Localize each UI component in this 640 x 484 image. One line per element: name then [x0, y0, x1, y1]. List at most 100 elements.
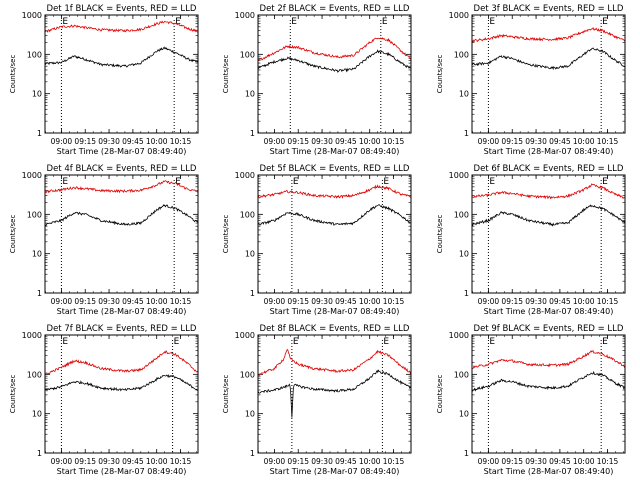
y-tick-label: 100 [27, 50, 42, 59]
y-tick-label: 10 [32, 410, 42, 419]
event-marker-label: E [489, 17, 495, 27]
x-tick-label: 09:15 [74, 297, 96, 306]
plot-frame [257, 174, 412, 294]
x-tick-label: 10:15 [170, 297, 192, 306]
x-tick-label: 09:30 [98, 457, 120, 466]
plot-frame [257, 14, 412, 134]
chart-title: Det 4f BLACK = Events, RED = LLD [47, 164, 197, 174]
lld-series-line [471, 183, 626, 200]
y-axis-label: Counts/sec [436, 215, 444, 254]
x-tick-label: 10:15 [170, 137, 192, 146]
x-tick-label: 09:30 [98, 297, 120, 306]
y-axis-label: Counts/sec [222, 215, 230, 254]
y-tick-label: 1 [464, 129, 469, 138]
x-tick-label: 09:15 [501, 457, 523, 466]
event-marker-label: E [291, 17, 297, 27]
chart-title: Det 6f BLACK = Events, RED = LLD [474, 164, 624, 174]
y-tick-label: 1000 [449, 331, 469, 340]
y-tick-label: 10 [32, 90, 42, 99]
x-tick-label: 10:15 [383, 137, 405, 146]
chart-panel-9: Det 9f BLACK = Events, RED = LLD Counts/s… [436, 324, 626, 476]
events-series-line [257, 369, 412, 418]
y-axis-label: Counts/sec [222, 55, 230, 94]
chart-panel-5: Det 5f BLACK = Events, RED = LLD Counts/s… [222, 164, 412, 316]
x-tick-label: 09:30 [311, 137, 333, 146]
x-tick-label: 10:15 [383, 457, 405, 466]
x-axis-label: Start Time (28-Mar-07 08:49:40) [484, 147, 614, 156]
y-tick-label: 1 [250, 449, 255, 458]
x-tick-label: 09:45 [335, 137, 357, 146]
events-series-line [471, 204, 626, 227]
chart-title: Det 3f BLACK = Events, RED = LLD [474, 4, 624, 14]
plot-frame [471, 174, 626, 294]
y-tick-label: 1 [37, 449, 42, 458]
y-tick-label: 100 [27, 370, 42, 379]
chart-title: Det 8f BLACK = Events, RED = LLD [260, 324, 410, 334]
event-marker-label: E [175, 177, 181, 187]
x-tick-label: 10:00 [359, 457, 381, 466]
y-axis-label: Counts/sec [436, 55, 444, 94]
y-tick-label: 1000 [235, 11, 255, 20]
x-tick-label: 09:45 [122, 137, 144, 146]
y-tick-label: 1 [464, 289, 469, 298]
x-tick-label: 09:00 [478, 457, 500, 466]
x-tick-label: 09:45 [549, 297, 571, 306]
y-tick-label: 100 [27, 210, 42, 219]
x-tick-label: 09:45 [122, 297, 144, 306]
x-tick-label: 10:00 [573, 297, 595, 306]
y-tick-label: 1 [37, 129, 42, 138]
event-marker-label: E [383, 337, 389, 347]
x-tick-label: 09:30 [98, 137, 120, 146]
x-tick-label: 09:15 [287, 457, 309, 466]
x-tick-label: 10:15 [597, 457, 619, 466]
event-marker-label: E [175, 17, 181, 27]
y-tick-label: 1 [250, 289, 255, 298]
x-tick-label: 10:15 [597, 297, 619, 306]
event-marker-label: E [293, 177, 299, 187]
x-tick-label: 10:15 [383, 297, 405, 306]
x-tick-label: 09:00 [51, 297, 73, 306]
y-tick-label: 100 [240, 370, 255, 379]
x-axis-label: Start Time (28-Mar-07 08:49:40) [270, 147, 400, 156]
x-axis-label: Start Time (28-Mar-07 08:49:40) [57, 147, 187, 156]
lld-series-line [257, 37, 412, 61]
x-tick-label: 09:30 [525, 457, 547, 466]
y-tick-label: 1000 [449, 171, 469, 180]
x-tick-label: 09:45 [122, 457, 144, 466]
y-tick-label: 100 [454, 50, 469, 59]
x-tick-label: 09:15 [74, 457, 96, 466]
event-marker-label: E [489, 337, 495, 347]
x-tick-label: 09:45 [549, 137, 571, 146]
lld-series-line [44, 20, 199, 33]
x-tick-label: 10:00 [359, 297, 381, 306]
plot-frame [44, 174, 199, 294]
x-tick-label: 09:00 [264, 137, 286, 146]
x-tick-label: 10:15 [597, 137, 619, 146]
y-tick-label: 10 [32, 250, 42, 259]
event-marker-label: E [174, 337, 180, 347]
x-tick-label: 10:15 [170, 457, 192, 466]
y-axis-label: Counts/sec [222, 375, 230, 414]
chart-panel-6: Det 6f BLACK = Events, RED = LLD Counts/s… [436, 164, 626, 316]
x-tick-label: 09:00 [51, 457, 73, 466]
plot-frame [471, 334, 626, 454]
y-tick-label: 100 [454, 210, 469, 219]
x-tick-label: 09:45 [335, 297, 357, 306]
chart-panel-3: Det 3f BLACK = Events, RED = LLD Counts/s… [436, 4, 626, 156]
x-tick-label: 09:15 [287, 137, 309, 146]
plot-frame [471, 14, 626, 134]
chart-title: Det 5f BLACK = Events, RED = LLD [260, 164, 410, 174]
plot-frame [44, 334, 199, 454]
event-marker-label: E [382, 17, 388, 27]
x-tick-label: 09:15 [287, 297, 309, 306]
x-tick-label: 10:00 [573, 457, 595, 466]
x-tick-label: 09:00 [478, 297, 500, 306]
event-marker-label: E [293, 337, 299, 347]
event-marker-label: E [489, 177, 495, 187]
x-axis-label: Start Time (28-Mar-07 08:49:40) [57, 307, 187, 316]
y-tick-label: 100 [240, 50, 255, 59]
chart-title: Det 7f BLACK = Events, RED = LLD [47, 324, 197, 334]
chart-panel-8: Det 8f BLACK = Events, RED = LLD Counts/s… [222, 324, 412, 476]
